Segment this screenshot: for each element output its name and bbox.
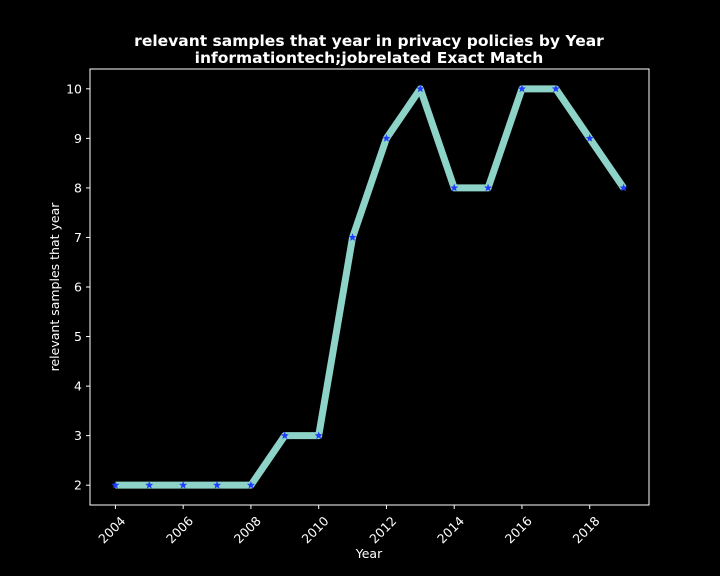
y-tick-label: 8 [74,180,82,195]
chart-title: relevant samples that year in privacy po… [134,32,604,50]
data-point-marker [619,183,628,192]
series-line [115,85,627,489]
x-axis-label: Year [355,546,383,561]
data-point-marker [145,480,154,489]
y-tick-label: 9 [74,131,82,146]
data-point-marker [450,183,459,192]
data-point-marker [348,233,357,241]
data-point-marker [280,431,289,440]
data-point-marker [585,134,594,142]
y-tick-label: 6 [74,280,82,295]
data-point-marker [246,480,255,489]
y-axis-label: relevant samples that year [47,202,62,372]
data-point-marker [179,480,188,489]
data-point-marker [551,84,560,93]
data-point-marker [416,84,425,93]
y-tick-label: 7 [74,230,82,245]
data-point-marker [484,183,493,192]
data-point-marker [517,84,526,93]
data-point-marker [111,480,120,489]
y-tick-label: 3 [74,428,82,443]
data-point-marker [382,134,391,142]
y-tick-label: 5 [74,329,82,344]
data-point-marker [314,431,323,440]
chart-subtitle: informationtech;jobrelated Exact Match [195,49,544,67]
y-tick-label: 2 [74,478,82,493]
y-tick-label: 10 [66,81,82,96]
data-point-marker [213,480,222,489]
y-tick-label: 4 [74,379,82,394]
